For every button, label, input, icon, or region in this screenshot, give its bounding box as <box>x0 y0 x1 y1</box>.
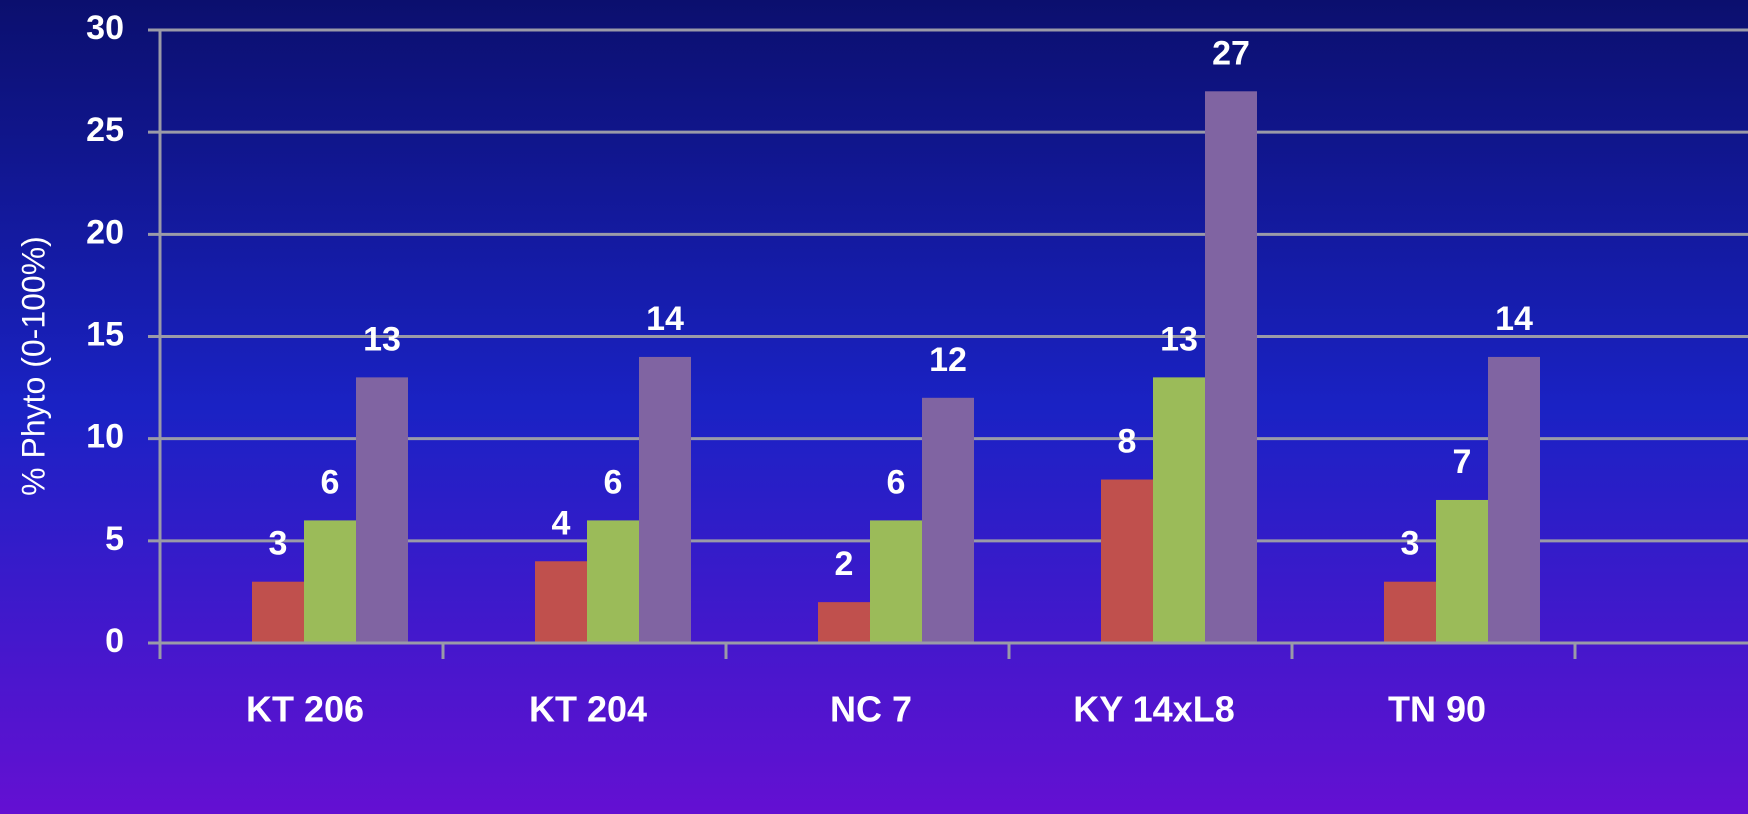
bar <box>535 561 587 643</box>
data-label: 6 <box>321 463 340 501</box>
bar <box>1436 499 1488 643</box>
data-label: 4 <box>552 504 571 542</box>
bar <box>870 520 922 643</box>
y-tick-label: 15 <box>86 315 124 353</box>
data-label: 2 <box>835 545 854 583</box>
data-label: 14 <box>646 300 684 338</box>
y-tick-label: 0 <box>105 622 124 660</box>
data-label: 3 <box>269 525 288 563</box>
x-tick-label: TN 90 <box>1388 689 1486 730</box>
data-label: 13 <box>363 320 401 358</box>
bar <box>1488 356 1540 643</box>
bar <box>818 602 870 643</box>
bar <box>356 377 408 643</box>
bar <box>922 397 974 643</box>
data-label: 3 <box>1401 525 1420 563</box>
bar <box>587 520 639 643</box>
data-label: 14 <box>1495 300 1533 338</box>
bar <box>1153 377 1205 643</box>
y-tick-label: 5 <box>105 520 124 558</box>
data-label: 12 <box>929 341 967 379</box>
bar <box>639 356 691 643</box>
data-label: 6 <box>887 463 906 501</box>
bar <box>304 520 356 643</box>
bar <box>1101 479 1153 643</box>
data-label: 7 <box>1453 443 1472 481</box>
y-tick-label: 30 <box>86 9 124 47</box>
data-label: 6 <box>604 463 623 501</box>
data-label: 13 <box>1160 320 1198 358</box>
bar <box>1384 581 1436 643</box>
y-axis-title: % Phyto (0-100%) <box>15 236 51 496</box>
x-tick-label: KT 206 <box>246 689 364 730</box>
x-tick-label: KT 204 <box>529 689 647 730</box>
data-label: 8 <box>1118 423 1137 461</box>
data-label: 27 <box>1212 34 1250 72</box>
x-tick-label: NC 7 <box>830 689 912 730</box>
y-tick-label: 10 <box>86 418 124 456</box>
y-tick-label: 20 <box>86 213 124 251</box>
bar <box>1205 91 1257 644</box>
bar <box>252 581 304 643</box>
y-tick-label: 25 <box>86 111 124 149</box>
x-tick-label: KY 14xL8 <box>1073 689 1234 730</box>
